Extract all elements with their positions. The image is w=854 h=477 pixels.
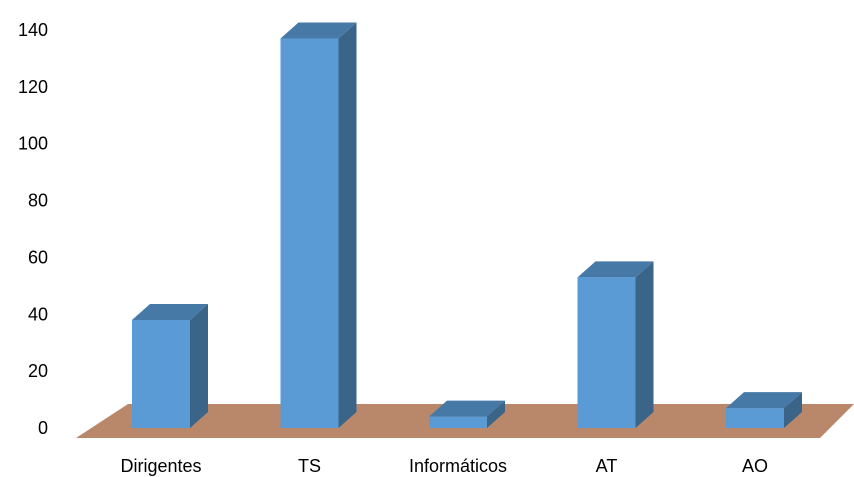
bar-side	[338, 22, 357, 429]
bar-front	[132, 319, 190, 428]
bar-top	[132, 303, 208, 320]
y-tick-label: 120	[18, 77, 48, 97]
bar-front	[429, 416, 487, 428]
bar-front	[280, 38, 339, 429]
y-tick-label: 60	[28, 247, 48, 267]
bar	[132, 303, 208, 428]
x-category-label: TS	[298, 456, 321, 476]
bar-top	[280, 22, 357, 39]
bar	[429, 400, 505, 428]
y-tick-label: 140	[18, 20, 48, 40]
x-category-label: AT	[596, 456, 618, 476]
y-axis: 0 20 40 60 80 100 120 140	[18, 20, 48, 438]
bar-side	[635, 261, 654, 428]
bar-top	[726, 392, 802, 409]
x-category-label: AO	[742, 456, 768, 476]
x-axis: Dirigentes TS Informáticos AT AO	[120, 456, 768, 476]
x-category-label: Dirigentes	[120, 456, 201, 476]
bar-side	[784, 392, 802, 428]
bar	[726, 392, 802, 428]
bar-side	[487, 400, 505, 428]
x-category-label: Informáticos	[409, 456, 507, 476]
y-tick-label: 80	[28, 191, 48, 211]
bar-front	[726, 408, 784, 428]
bar-front	[577, 277, 636, 428]
y-tick-label: 20	[28, 361, 48, 381]
bar	[280, 22, 357, 429]
bars	[132, 22, 802, 429]
bar-side	[190, 303, 208, 428]
y-tick-label: 0	[38, 418, 48, 438]
bar-top	[429, 400, 505, 417]
bar-top	[577, 261, 654, 278]
y-tick-label: 100	[18, 134, 48, 154]
bar	[577, 261, 654, 428]
y-tick-label: 40	[28, 304, 48, 324]
